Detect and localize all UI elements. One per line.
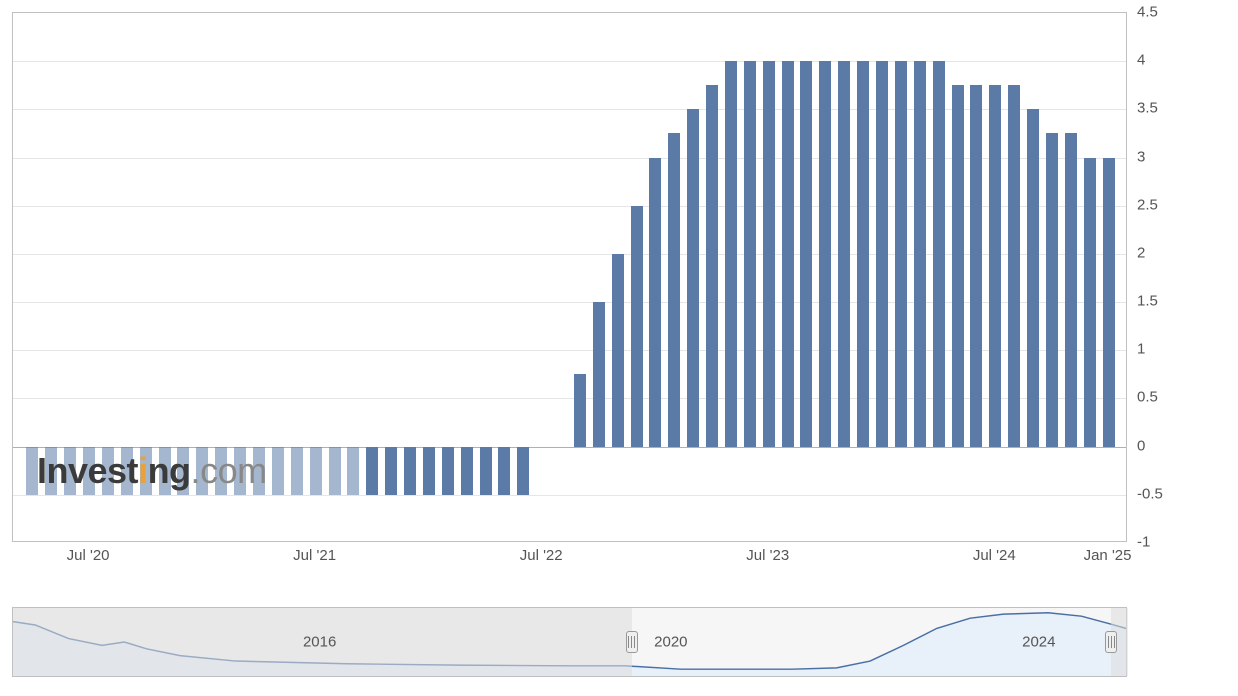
bar[interactable] [366, 447, 378, 495]
grid-line [13, 495, 1126, 496]
bar[interactable] [574, 374, 586, 446]
bar[interactable] [102, 447, 114, 495]
bar[interactable] [121, 447, 133, 495]
x-tick-label: Jul '21 [293, 547, 336, 564]
navigator-handle-left[interactable] [626, 631, 638, 653]
bar[interactable] [234, 447, 246, 495]
y-tick-label: 0 [1137, 437, 1145, 454]
bar[interactable] [612, 254, 624, 447]
bar[interactable] [706, 85, 718, 446]
y-tick-label: 3.5 [1137, 100, 1158, 117]
bar[interactable] [668, 133, 680, 446]
y-tick-label: 4 [1137, 52, 1145, 69]
bar[interactable] [1084, 158, 1096, 447]
bar[interactable] [1046, 133, 1058, 446]
y-tick-label: 2 [1137, 244, 1145, 261]
navigator-year-label: 2016 [303, 634, 336, 651]
bar[interactable] [800, 61, 812, 446]
range-navigator[interactable]: 2016 2020 2024 [12, 607, 1127, 677]
x-tick-label: Jul '23 [746, 547, 789, 564]
y-tick-label: 2.5 [1137, 196, 1158, 213]
bar[interactable] [140, 447, 152, 495]
bar[interactable] [631, 206, 643, 447]
navigator-year-label: 2020 [654, 634, 687, 651]
bar[interactable] [895, 61, 907, 446]
bar[interactable] [404, 447, 416, 495]
bar[interactable] [1008, 85, 1020, 446]
bar[interactable] [593, 302, 605, 447]
bar[interactable] [782, 61, 794, 446]
bar[interactable] [498, 447, 510, 495]
bar[interactable] [744, 61, 756, 446]
bar[interactable] [196, 447, 208, 495]
x-tick-label: Jul '20 [67, 547, 110, 564]
chart-container: -1 -0.5 0 0.5 1 1.5 2 2.5 3 3.5 4 4.5 Jul '20 Jul '2… [0, 0, 1238, 696]
bar[interactable] [952, 85, 964, 446]
x-tick-label: Jul '22 [520, 547, 563, 564]
y-tick-label: 4.5 [1137, 4, 1158, 21]
x-tick-label: Jul '24 [973, 547, 1016, 564]
bar[interactable] [819, 61, 831, 446]
bar[interactable] [933, 61, 945, 446]
bar[interactable] [385, 447, 397, 495]
bar[interactable] [159, 447, 171, 495]
bar[interactable] [253, 447, 265, 495]
bar[interactable] [64, 447, 76, 495]
bar[interactable] [857, 61, 869, 446]
bar[interactable] [1065, 133, 1077, 446]
bar[interactable] [26, 447, 38, 495]
y-tick-label: 0.5 [1137, 389, 1158, 406]
bar[interactable] [347, 447, 359, 495]
bar[interactable] [177, 447, 189, 495]
bar[interactable] [725, 61, 737, 446]
bar[interactable] [310, 447, 322, 495]
bar[interactable] [83, 447, 95, 495]
bar[interactable] [838, 61, 850, 446]
navigator-handle-right[interactable] [1105, 631, 1117, 653]
bar[interactable] [970, 85, 982, 446]
y-tick-label: 3 [1137, 148, 1145, 165]
bar[interactable] [687, 109, 699, 446]
bar[interactable] [914, 61, 926, 446]
grid-line [13, 61, 1126, 62]
y-tick-label: -0.5 [1137, 485, 1163, 502]
bar[interactable] [876, 61, 888, 446]
y-tick-label: -1 [1137, 534, 1150, 551]
bar[interactable] [461, 447, 473, 495]
bar[interactable] [480, 447, 492, 495]
main-chart: -1-0.500.511.522.533.544.5 Jul '20Jul '2… [12, 12, 1202, 562]
bar[interactable] [45, 447, 57, 495]
x-tick-label: Jan '25 [1084, 547, 1132, 564]
bar[interactable] [517, 447, 529, 495]
bar[interactable] [215, 447, 227, 495]
bar[interactable] [329, 447, 341, 495]
y-tick-label: 1.5 [1137, 293, 1158, 310]
bar[interactable] [423, 447, 435, 495]
bar[interactable] [989, 85, 1001, 446]
bar[interactable] [291, 447, 303, 495]
bar[interactable] [1027, 109, 1039, 446]
bar[interactable] [442, 447, 454, 495]
plot-area[interactable] [12, 12, 1127, 542]
y-tick-label: 1 [1137, 341, 1145, 358]
navigator-year-label: 2024 [1022, 634, 1055, 651]
bar[interactable] [1103, 158, 1115, 447]
bar[interactable] [649, 158, 661, 447]
bar[interactable] [763, 61, 775, 446]
bar[interactable] [272, 447, 284, 495]
